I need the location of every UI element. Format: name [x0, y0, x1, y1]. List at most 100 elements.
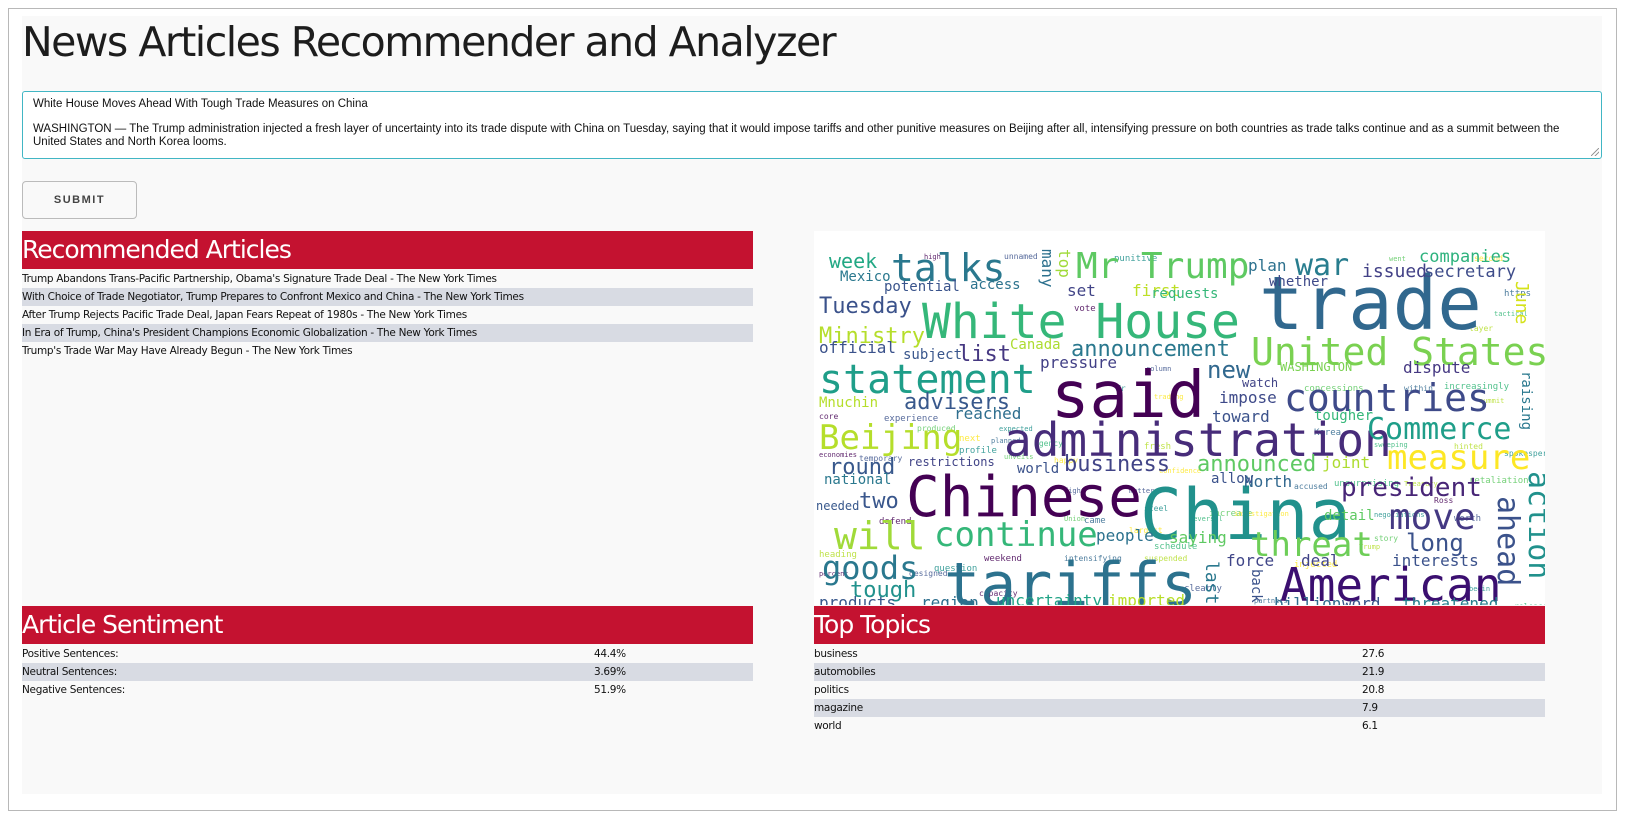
word-cloud-word: WASHINGTON	[1280, 360, 1352, 374]
word-cloud-word: detail	[1324, 508, 1375, 524]
word-cloud-word: Beijing	[819, 418, 962, 458]
article-link[interactable]: In Era of Trump, China's President Champ…	[22, 327, 477, 339]
list-item[interactable]: Trump's Trade War May Have Already Begun…	[22, 342, 753, 360]
word-cloud-word: went	[1389, 255, 1406, 263]
article-link[interactable]: Trump Abandons Trans-Pacific Partnership…	[22, 273, 497, 285]
topics-heading: Top Topics	[814, 606, 1545, 644]
word-cloud-word: long	[1406, 529, 1464, 557]
topic-label: politics	[814, 684, 849, 696]
word-cloud-word: Mexico	[840, 269, 891, 285]
page-title: News Articles Recommender and Analyzer	[22, 18, 837, 66]
table-row: automobiles 21.9	[814, 663, 1545, 681]
word-cloud-word: planned	[991, 437, 1021, 445]
word-cloud-word: goods	[822, 549, 918, 587]
word-cloud-word: world	[1017, 461, 1059, 477]
word-cloud-word: official	[819, 338, 896, 357]
word-cloud-word: action	[1521, 471, 1545, 579]
word-cloud-word: saying	[1169, 528, 1227, 547]
word-cloud-word: billion	[1274, 594, 1341, 605]
word-cloud-word: within	[1404, 384, 1433, 393]
sentiment-label: Positive Sentences:	[22, 648, 119, 660]
word-cloud-word: fresh	[1144, 442, 1171, 452]
sentiment-value: 44.4%	[594, 648, 626, 660]
sentiment-value: 51.9%	[594, 684, 626, 696]
word-cloud-word: interests	[1392, 551, 1479, 570]
list-item[interactable]: After Trump Rejects Pacific Trade Deal, …	[22, 306, 753, 324]
word-cloud-word: trading	[1154, 393, 1184, 401]
word-cloud-word: access	[970, 277, 1021, 293]
word-cloud-word: percent	[819, 570, 849, 578]
word-cloud-word: Mr Trump	[1076, 246, 1249, 287]
word-cloud-word: business	[1064, 452, 1170, 477]
word-cloud-word: partners	[1254, 597, 1288, 605]
article-body: WASHINGTON — The Trump administration in…	[33, 123, 1560, 148]
table-row: business 27.6	[814, 645, 1545, 663]
word-cloud-word: Treasury	[1404, 480, 1438, 488]
submit-button[interactable]: SUBMIT	[22, 181, 137, 219]
word-cloud-word: talks	[891, 246, 1005, 290]
list-item[interactable]: With Choice of Trade Negotiator, Trump P…	[22, 288, 753, 306]
list-item[interactable]: Trump Abandons Trans-Pacific Partnership…	[22, 270, 753, 288]
word-cloud-word: investigation	[1234, 510, 1289, 518]
word-cloud-word: word	[1342, 594, 1381, 605]
word-cloud-word: joint	[1322, 453, 1370, 472]
resize-grip-icon[interactable]	[1591, 148, 1599, 156]
word-cloud-word: American	[1280, 558, 1502, 605]
word-cloud-word: ahead	[1490, 496, 1525, 586]
word-cloud-word: injected	[1294, 560, 1337, 570]
word-cloud-word: Union	[1064, 515, 1085, 523]
topic-label: business	[814, 648, 858, 660]
topic-label: automobiles	[814, 663, 1362, 681]
word-cloud-word: back	[1248, 569, 1264, 603]
word-cloud-word: happy	[1054, 456, 1078, 465]
word-cloud-word: watch	[1242, 376, 1278, 390]
word-cloud-word: June	[1511, 281, 1532, 324]
word-cloud-word: said	[1051, 359, 1205, 433]
topic-value: 21.9	[1362, 663, 1545, 681]
word-cloud-word: concessions	[1304, 384, 1364, 394]
word-cloud-word: set	[1067, 281, 1096, 300]
word-cloud-word: continue	[934, 515, 1098, 555]
article-textarea[interactable]: White House Moves Ahead With Tough Trade…	[22, 91, 1602, 159]
word-cloud-word: secretary	[1424, 262, 1516, 282]
word-cloud-word: begin	[1469, 585, 1490, 593]
list-item[interactable]: In Era of Trump, China's President Champ…	[22, 324, 753, 342]
word-cloud-word: force	[1226, 551, 1274, 570]
word-cloud-word: retaliation	[1469, 476, 1529, 486]
word-cloud-word: needed	[816, 499, 859, 513]
word-cloud-word: last	[1201, 561, 1222, 604]
word-cloud-word: unnamed	[1004, 252, 1038, 261]
word-cloud-word: two	[859, 489, 899, 514]
article-headline: White House Moves Ahead With Tough Trade…	[33, 98, 368, 110]
table-row: Positive Sentences: 44.4%	[22, 645, 753, 663]
word-cloud-word: defend	[879, 517, 912, 527]
word-cloud-word: region	[921, 593, 979, 605]
app-panel: News Articles Recommender and Analyzer W…	[22, 16, 1602, 794]
word-cloud-word: negotiations	[1374, 511, 1425, 519]
table-row: world 6.1	[814, 717, 1545, 735]
word-cloud-word: clearly	[1184, 584, 1223, 594]
recommended-heading: Recommended Articles	[22, 231, 753, 269]
table-row: magazine 7.9	[814, 699, 1545, 717]
word-cloud-word: round	[829, 455, 895, 480]
word-cloud-word: announcement	[1071, 337, 1230, 362]
word-cloud-word: spokesperson	[1504, 449, 1545, 458]
article-link[interactable]: After Trump Rejects Pacific Trade Deal, …	[22, 309, 467, 321]
word-cloud-word: North	[1244, 472, 1292, 491]
word-cloud-word: advisers	[904, 390, 1010, 415]
word-cloud-word: administration	[1004, 413, 1392, 467]
article-link[interactable]: Trump's Trade War May Have Already Begun…	[22, 345, 353, 357]
word-cloud-word: Commerce	[1367, 412, 1512, 447]
word-cloud-word: imported	[1108, 591, 1185, 605]
topic-value: 27.6	[1362, 648, 1385, 660]
word-cloud-word: heading	[819, 550, 857, 560]
word-cloud-word: punitive	[1114, 254, 1157, 264]
word-cloud: high unnamed punitive went second https tactic…	[814, 231, 1545, 605]
word-cloud-word: core	[819, 412, 838, 421]
word-cloud-word: confidence	[1159, 467, 1201, 475]
word-cloud-word: temporary	[859, 454, 903, 463]
table-row: Negative Sentences: 51.9%	[22, 681, 753, 699]
article-link[interactable]: With Choice of Trade Negotiator, Trump P…	[22, 291, 524, 303]
word-cloud-word: top	[1055, 249, 1074, 278]
word-cloud-word: profile	[959, 446, 997, 456]
